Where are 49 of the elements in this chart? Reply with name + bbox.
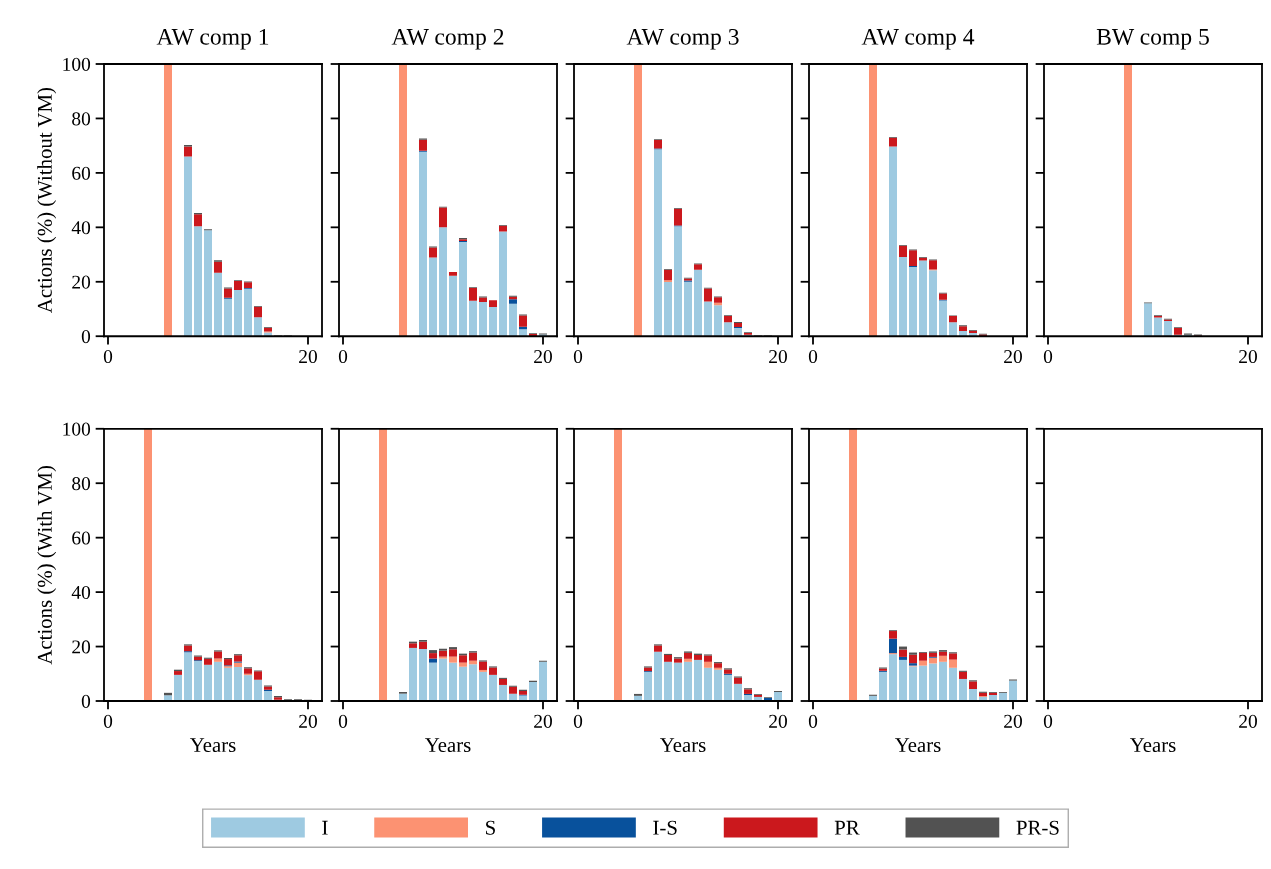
x-tick-label: 20	[1239, 349, 1257, 364]
y-tick-label: 20	[72, 275, 91, 289]
chart-title: AW comp 1	[156, 28, 269, 50]
chart-title: BW comp 5	[1096, 29, 1209, 50]
chart-title: AW comp 4	[861, 28, 975, 50]
x-axis-title: Years	[659, 738, 706, 753]
y-tick-label: 60	[72, 531, 91, 545]
y-tick-label: 0	[81, 330, 91, 344]
legend-label: I-S	[653, 820, 677, 835]
y-tick-label: 20	[72, 640, 91, 654]
y-axis-title: Actions (%) (Without VM)	[37, 87, 57, 313]
chart-title: AW comp 3	[626, 28, 739, 50]
x-tick-label: 20	[299, 714, 317, 728]
y-tick-label: 40	[71, 221, 91, 235]
x-tick-label: 0	[1043, 714, 1053, 728]
x-tick-label: 0	[1043, 349, 1053, 364]
legend-label: PR-S	[1016, 820, 1059, 835]
x-axis-title: Years	[424, 738, 471, 753]
chart-title: AW comp 2	[391, 28, 504, 50]
x-tick-label: 20	[769, 349, 787, 364]
x-tick-label: 0	[103, 714, 113, 728]
legend-label: PR	[834, 820, 860, 835]
x-tick-label: 0	[103, 349, 113, 364]
legend-label: S	[486, 820, 495, 835]
y-tick-label: 40	[71, 585, 91, 600]
y-tick-label: 100	[63, 57, 91, 71]
x-tick-label: 20	[534, 714, 552, 728]
y-tick-label: 60	[72, 166, 91, 180]
x-axis-title: Years	[189, 738, 236, 753]
x-axis-title: Years	[1129, 738, 1176, 753]
x-tick-label: 20	[1004, 349, 1022, 364]
y-tick-label: 100	[63, 422, 91, 436]
y-axis-title: Actions (%) (With VM)	[37, 466, 57, 665]
x-tick-label: 20	[1239, 714, 1257, 728]
y-tick-label: 80	[72, 112, 91, 126]
x-tick-label: 0	[338, 714, 348, 728]
x-tick-label: 20	[769, 714, 787, 728]
x-tick-label: 0	[338, 349, 348, 364]
x-tick-label: 20	[1004, 714, 1022, 728]
y-tick-label: 80	[72, 477, 91, 491]
x-tick-label: 20	[534, 349, 552, 364]
x-tick-label: 0	[808, 349, 818, 364]
y-tick-label: 0	[81, 694, 91, 708]
x-tick-label: 20	[299, 349, 317, 364]
legend-label: I	[322, 820, 328, 835]
x-axis-title: Years	[894, 738, 941, 753]
x-tick-label: 0	[808, 714, 818, 728]
x-tick-label: 0	[573, 714, 583, 728]
x-tick-label: 0	[573, 349, 583, 364]
